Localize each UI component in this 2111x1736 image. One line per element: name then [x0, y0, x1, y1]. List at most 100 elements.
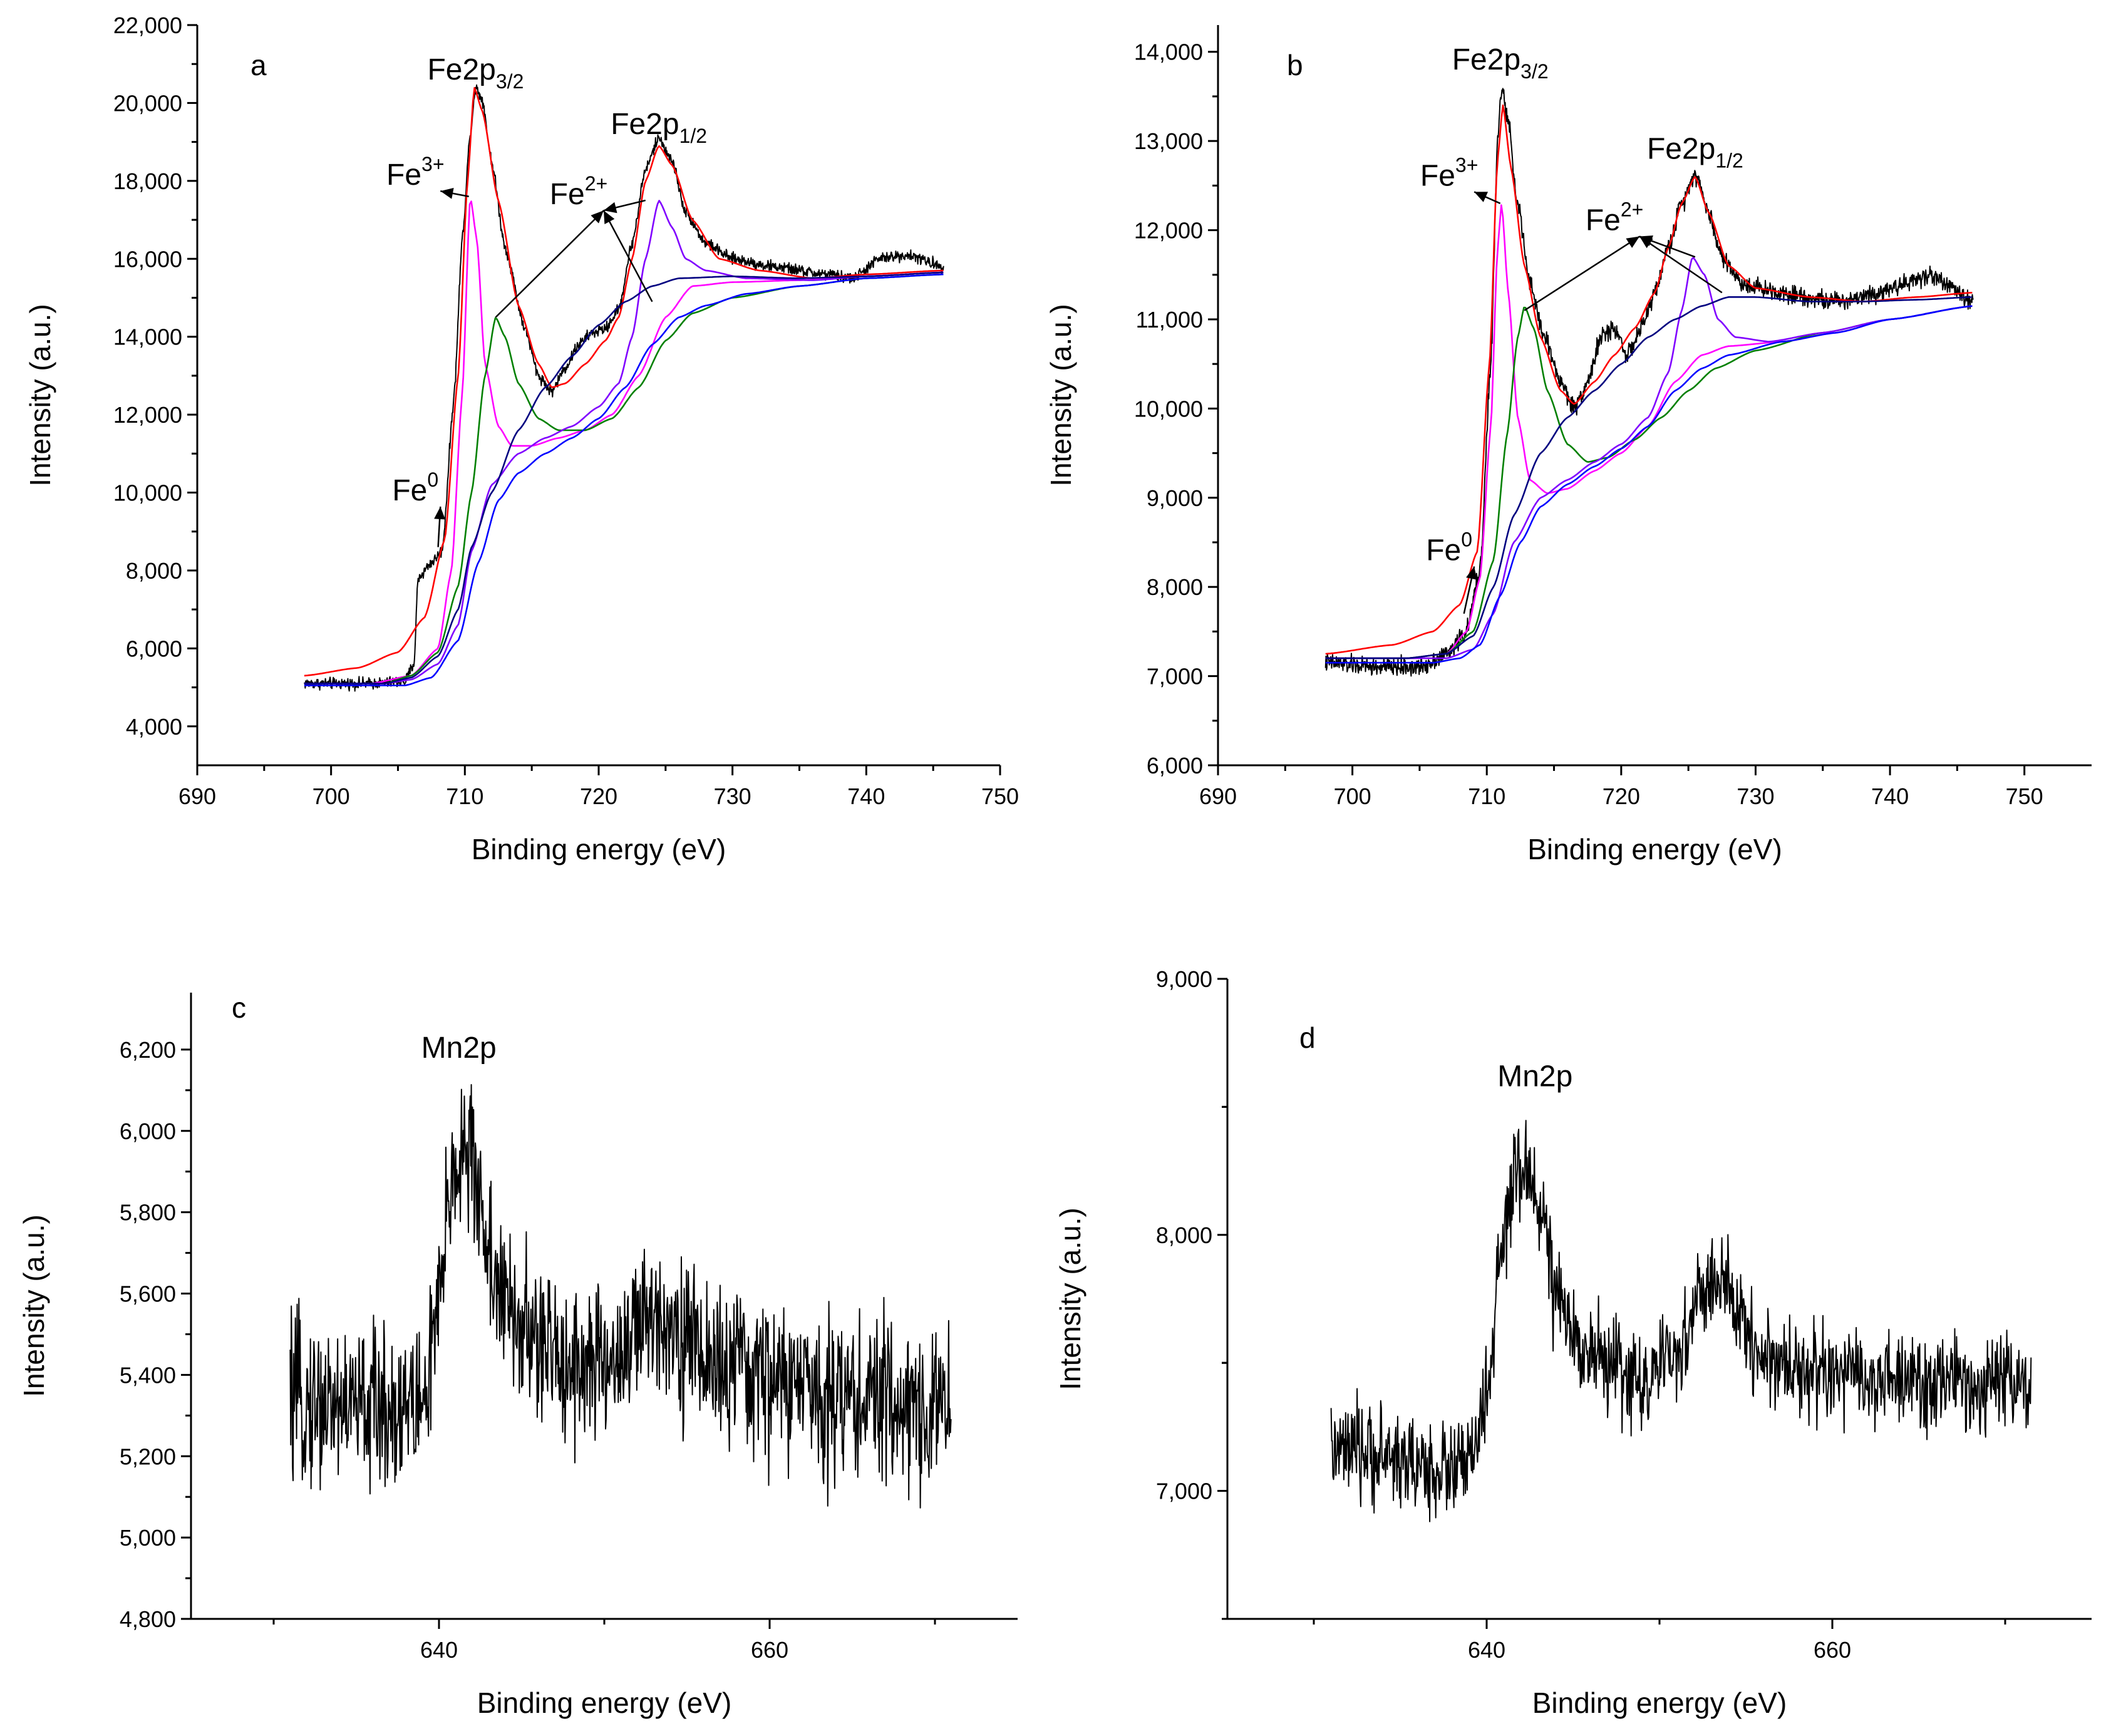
- label-arrow-head: [603, 210, 615, 225]
- y-tick-label: 14,000: [113, 324, 182, 350]
- x-tick-label: 740: [847, 783, 885, 809]
- y-tick-label: 9,000: [1147, 485, 1203, 511]
- label-arrow-head: [1626, 236, 1640, 248]
- y-tick-label: 5,200: [120, 1444, 176, 1469]
- y-tick-label: 12,000: [1134, 218, 1203, 244]
- x-tick-label: 700: [1334, 783, 1371, 809]
- series-group: [303, 84, 944, 692]
- y-tick-label: 10,000: [113, 480, 182, 506]
- panel-a-fe2p-spectrum: 4,000 6,000 8,000 10,000 12,000 14,000 16,000 1…: [24, 13, 1019, 865]
- panel-c-mn2p-spectrum: 4,800 5,000 5,200 5,400 5,600 5,800 6,000 6,200…: [18, 991, 1018, 1719]
- y-tick-label: 7,000: [1156, 1479, 1212, 1504]
- series-line-fe3-component-2p3-2: [1325, 204, 1973, 659]
- label-arrow-head: [1639, 236, 1653, 249]
- series-line-background: [1325, 305, 1973, 664]
- y-tick-label: 22,000: [113, 13, 182, 38]
- series-line-fe2-component-2p1-2: [304, 271, 944, 685]
- state-label: Fe2+: [550, 172, 608, 211]
- state-label: Fe2+: [1586, 199, 1644, 237]
- series-group: [1330, 1120, 2032, 1522]
- series-line-raw: [1330, 1120, 2032, 1522]
- label-arrow-head: [440, 187, 454, 199]
- panel-letter: c: [232, 991, 246, 1024]
- y-tick-label: 14,000: [1134, 39, 1203, 65]
- x-tick-label: 660: [751, 1637, 788, 1663]
- y-tick-label: 6,000: [126, 636, 182, 661]
- y-tick-label: 8,000: [126, 558, 182, 584]
- y-tick-label: 8,000: [1147, 574, 1203, 600]
- x-tick-label: 740: [1871, 783, 1909, 809]
- label-arrow-head: [1474, 192, 1489, 202]
- x-tick-label: 690: [178, 783, 216, 809]
- x-axis-title: Binding energy (eV): [1527, 833, 1782, 865]
- x-tick-label: 750: [2006, 783, 2043, 809]
- panel-d-mn2p-spectrum: 7,000 8,000 9,000 640 660 Binding energy (eV)…: [1054, 966, 2092, 1719]
- series-group: [1324, 88, 1974, 677]
- peak-label: Fe2p3/2: [1452, 43, 1549, 83]
- y-tick-label: 20,000: [113, 90, 182, 116]
- y-tick-label: 10,000: [1134, 396, 1203, 421]
- panel-letter: a: [250, 49, 267, 81]
- peak-label: Mn2p: [1497, 1060, 1572, 1093]
- panel-letter: b: [1287, 49, 1303, 81]
- x-tick-label: 690: [1199, 783, 1237, 809]
- y-axis-title: Intensity (a.u.): [1045, 304, 1077, 486]
- x-tick-label: 640: [1468, 1637, 1505, 1663]
- y-axis-title: Intensity (a.u.): [24, 304, 56, 486]
- y-tick-label: 5,400: [120, 1362, 176, 1388]
- peak-label: Fe2p3/2: [427, 53, 524, 93]
- x-tick-label: 710: [1468, 783, 1505, 809]
- y-tick-label: 6,000: [1147, 753, 1203, 778]
- peak-label: Fe2p1/2: [1647, 133, 1743, 172]
- y-axis-title: Intensity (a.u.): [18, 1214, 50, 1397]
- series-line-fe2-component-2p1-2: [1325, 296, 1973, 659]
- y-tick-label: 8,000: [1156, 1222, 1212, 1248]
- y-axis-title: Intensity (a.u.): [1054, 1207, 1086, 1390]
- label-arrow-head: [591, 210, 604, 224]
- label-arrow-line: [1639, 235, 1723, 294]
- x-tick-label: 710: [446, 783, 483, 809]
- y-tick-label: 6,200: [120, 1037, 176, 1063]
- label-arrow-line: [495, 210, 604, 318]
- x-tick-label: 700: [312, 783, 350, 809]
- x-axis-title: Binding energy (eV): [477, 1687, 732, 1719]
- state-label: Fe0: [1426, 528, 1472, 567]
- y-tick-label: 16,000: [113, 246, 182, 272]
- x-axis-title: Binding energy (eV): [472, 833, 726, 865]
- y-tick-label: 4,800: [120, 1606, 176, 1632]
- y-tick-label: 11,000: [1136, 307, 1203, 333]
- state-label: Fe0: [392, 468, 438, 507]
- label-arrow-head: [434, 506, 446, 520]
- label-arrow-line: [1524, 235, 1640, 311]
- y-tick-label: 13,000: [1134, 128, 1203, 154]
- y-tick-label: 7,000: [1147, 664, 1203, 690]
- x-tick-label: 640: [420, 1637, 458, 1663]
- series-line-background: [304, 273, 944, 686]
- series-line-fe-component-2p1-2: [304, 200, 944, 685]
- label-arrow-head: [1466, 566, 1477, 580]
- y-tick-label: 4,000: [126, 714, 182, 740]
- y-tick-label: 6,000: [120, 1119, 176, 1144]
- state-label: Fe3+: [386, 153, 445, 192]
- x-tick-label: 750: [981, 783, 1019, 809]
- series-line-fe-component-2p1-2: [1325, 257, 1973, 659]
- state-label: Fe3+: [1420, 153, 1479, 192]
- y-tick-label: 5,800: [120, 1200, 176, 1226]
- y-tick-label: 9,000: [1156, 966, 1212, 992]
- x-tick-label: 720: [580, 783, 617, 809]
- series-line-fe2-component-2p3-2: [1325, 305, 1973, 659]
- peak-label: Fe2p1/2: [611, 108, 707, 147]
- x-tick-label: 660: [1814, 1637, 1851, 1663]
- y-tick-label: 18,000: [113, 168, 182, 194]
- series-line-raw: [289, 1084, 952, 1509]
- x-axis-title: Binding energy (eV): [1532, 1687, 1787, 1719]
- y-tick-label: 5,000: [120, 1525, 176, 1551]
- panel-letter: d: [1299, 1021, 1316, 1054]
- x-tick-label: 730: [714, 783, 751, 809]
- label-arrow-line: [602, 210, 653, 302]
- series-group: [289, 1084, 952, 1509]
- x-tick-label: 720: [1603, 783, 1640, 809]
- panel-b-fe2p-spectrum: 6,000 7,000 8,000 9,000 10,000 11,000 12,000 13…: [1045, 25, 2092, 865]
- x-tick-label: 730: [1737, 783, 1774, 809]
